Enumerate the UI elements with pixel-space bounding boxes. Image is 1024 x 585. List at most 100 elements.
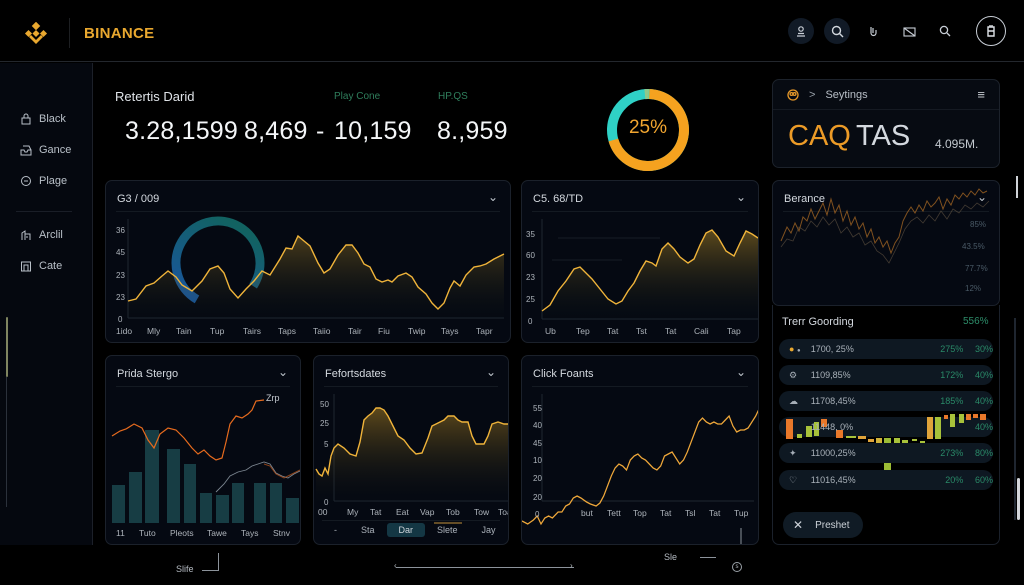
scrollbar-thumb[interactable]	[1017, 478, 1020, 520]
card-divider	[116, 386, 290, 387]
x-tick: Mly	[147, 326, 161, 336]
segment-option[interactable]: Sta	[361, 524, 375, 535]
card-title: Fefortsdates	[325, 368, 387, 380]
annotation-line	[202, 570, 218, 571]
y-tick: 0	[324, 498, 329, 507]
segment-option-active[interactable]: Dar	[386, 522, 426, 537]
y-tick: 36	[116, 226, 125, 235]
bar-line-chart	[111, 399, 300, 523]
x-tick: Tawe	[207, 528, 227, 538]
chevron-down-icon[interactable]: ⌄	[485, 365, 496, 379]
coin-dot-icon: ● ●	[789, 344, 801, 354]
chevron-down-icon[interactable]: ⌄	[735, 190, 746, 204]
x-tick: Tob	[446, 507, 460, 517]
card-title: Berance	[784, 193, 825, 205]
attach-icon[interactable]	[860, 18, 886, 44]
kpi-sub-label: Play Cone	[334, 91, 381, 102]
sidebar-item-cate[interactable]: Cate	[20, 260, 62, 272]
x-tick: Cali	[694, 326, 709, 336]
segment-option[interactable]: Slete	[437, 524, 458, 535]
trend-row[interactable]: ● ● 1700, 25% 275% 30%	[779, 339, 993, 359]
account-circle-icon[interactable]	[976, 16, 1006, 46]
info-circle-icon[interactable]: s	[732, 562, 742, 572]
y-tick: 77.7%	[965, 264, 988, 273]
x-tick: Tat	[607, 326, 619, 336]
x-tick: Pleots	[170, 528, 194, 538]
sidebar-item-black[interactable]: Black	[20, 113, 66, 125]
card-title: C5. 68/TD	[533, 193, 584, 205]
user-badge-icon[interactable]	[788, 18, 814, 44]
trend-change: 185%	[940, 396, 964, 406]
trend-value: 11448, 0%	[810, 422, 854, 432]
arrow-left-icon: ‹	[394, 561, 397, 570]
preshet-button[interactable]: ✕ Preshet	[783, 512, 863, 538]
x-tick: Tett	[607, 508, 621, 518]
y-tick: 55	[533, 404, 542, 413]
x-tick: Top	[633, 508, 647, 518]
card-divider	[532, 211, 748, 212]
trend-row[interactable]: ☁ 11708,45% 185% 40%	[779, 391, 993, 411]
card-divider	[116, 211, 500, 212]
kpi-value: 10,159	[334, 117, 412, 145]
line-chart	[541, 219, 758, 320]
card-title: Prida Stergo	[117, 368, 179, 380]
card-title: G3 / 009	[117, 193, 160, 205]
segment-option[interactable]: -	[334, 524, 337, 535]
trend-row[interactable]: ⚙ 1109,85% 172% 40%	[779, 365, 993, 385]
y-tick: 43.5%	[962, 242, 985, 251]
x-tick: Tsl	[685, 508, 696, 518]
y-tick: 25	[320, 419, 329, 428]
sidebar-item-gance[interactable]: Gance	[20, 144, 71, 156]
sidebar-item-arclil[interactable]: Arclil	[20, 229, 63, 241]
scrollbar-track[interactable]	[1014, 318, 1016, 520]
x-tick: Tays	[241, 528, 259, 538]
settings-breadcrumb[interactable]: Seytings	[825, 88, 868, 101]
plane-icon: ✦	[789, 447, 797, 458]
y-tick: 25	[526, 295, 535, 304]
donut-label: 25%	[628, 117, 668, 138]
x-tick: Tairs	[243, 326, 261, 336]
chevron-down-icon[interactable]: ⌄	[277, 365, 288, 379]
x-tick: Tat	[709, 508, 721, 518]
range-indicator-line[interactable]	[396, 567, 574, 568]
y-tick: 40	[533, 421, 542, 430]
y-tick: 0	[535, 510, 540, 519]
x-tick: Tat	[665, 326, 677, 336]
heart-icon: ♡	[789, 474, 798, 485]
kpi-separator: -	[316, 117, 325, 145]
kpi-value: 3.28,1599	[125, 117, 239, 145]
chevron-down-icon[interactable]: ⌄	[976, 190, 987, 204]
y-tick: 10	[533, 456, 542, 465]
chart-card-prida: Prida Stergo ⌄ Zrp 11 Tuto Pleots Tawe T…	[105, 355, 301, 545]
chevron-down-icon[interactable]: ⌄	[735, 365, 746, 379]
kpi-title: Retertis Darid	[115, 89, 195, 104]
sidebar-scrollbar-thumb[interactable]	[6, 317, 8, 377]
x-tick: Tap	[727, 326, 741, 336]
trend-row[interactable]: ♡ 11016,45% 20% 60%	[779, 470, 993, 490]
binance-logo-icon	[24, 22, 48, 44]
y-tick: 60	[526, 251, 535, 260]
trend-change: 275%	[940, 344, 964, 354]
chevron-down-icon[interactable]: ⌄	[487, 190, 498, 204]
top-bar: BINANCE	[0, 0, 1024, 62]
trend-share: 80%	[974, 448, 993, 458]
x-tick: Tain	[176, 326, 192, 336]
x-tick: Tup	[210, 326, 225, 336]
segment-option[interactable]: Jay	[481, 524, 496, 535]
search-small-icon[interactable]	[932, 18, 958, 44]
x-tick: Tat	[660, 508, 672, 518]
sidebar-scrollbar-track[interactable]	[6, 377, 7, 507]
sidebar-item-plage[interactable]: Plage	[20, 175, 67, 187]
trend-title: Trerr Goording	[782, 316, 854, 328]
mail-icon[interactable]	[896, 18, 922, 44]
annotation-left: Slife	[176, 564, 194, 574]
scrollbar-thumb-top[interactable]	[1016, 176, 1018, 198]
trend-share: 40%	[974, 370, 993, 380]
annotation-right: Sle	[664, 552, 678, 562]
trend-row[interactable]: ✦ 11000,25% 273% 80%	[779, 443, 993, 463]
search-icon[interactable]	[824, 18, 850, 44]
x-tick: Taiio	[313, 326, 331, 336]
hamburger-menu-icon[interactable]: ≡	[977, 87, 985, 102]
y-tick: 20	[533, 493, 542, 502]
sidebar: Black Gance Plage Arclil Cate	[0, 63, 93, 545]
